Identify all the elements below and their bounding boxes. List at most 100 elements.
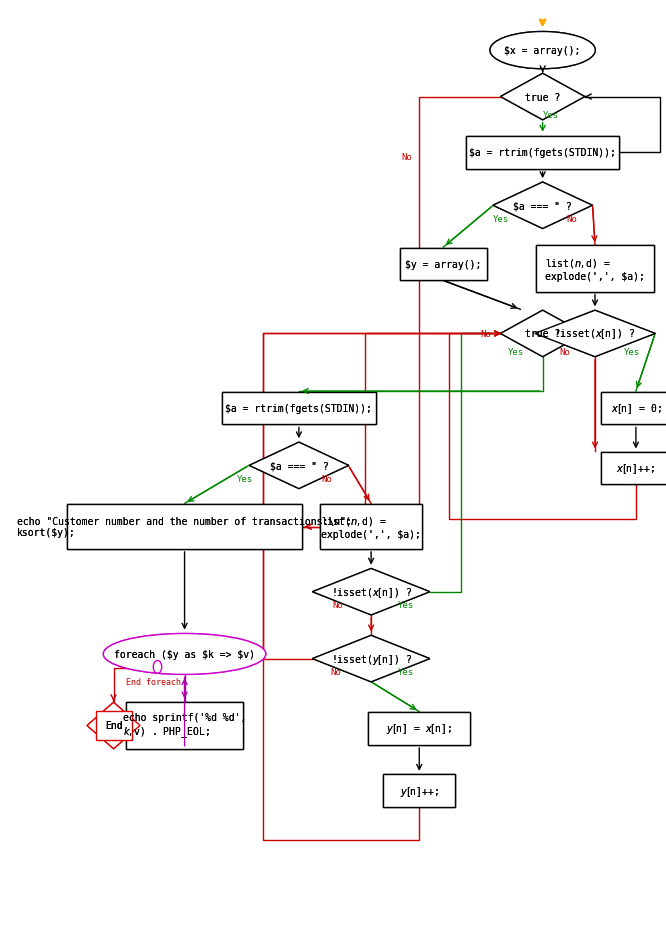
Text: $a === " ?: $a === " ? — [513, 201, 572, 211]
Text: Yes: Yes — [624, 347, 641, 356]
Text: !isset($y[$n]) ?: !isset($y[$n]) ? — [330, 651, 412, 666]
Text: No: No — [331, 667, 342, 677]
Text: $a = rtrim(fgets(STDIN));: $a = rtrim(fgets(STDIN)); — [226, 404, 372, 413]
Text: echo "Customer number and the number of transactions:\n";
ksort($y);: echo "Customer number and the number of … — [17, 516, 352, 538]
Text: true ?: true ? — [525, 329, 560, 339]
FancyBboxPatch shape — [320, 505, 422, 549]
Polygon shape — [312, 636, 430, 682]
Text: End: End — [105, 721, 123, 730]
Text: $y = array();: $y = array(); — [405, 260, 482, 269]
Text: $a = rtrim(fgets(STDIN));: $a = rtrim(fgets(STDIN)); — [226, 404, 372, 413]
Text: $x[$n]++;: $x[$n]++; — [617, 462, 655, 475]
Text: No: No — [559, 347, 570, 356]
Text: $a === " ?: $a === " ? — [513, 201, 572, 211]
Text: echo sprintf('%d %d',
$k, $v) . PHP_EOL;: echo sprintf('%d %d', $k, $v) . PHP_EOL; — [123, 713, 246, 739]
Text: Yes: Yes — [542, 110, 559, 120]
Ellipse shape — [103, 634, 266, 675]
Text: Yes: Yes — [236, 474, 253, 483]
Text: list($n, $d) =
explode(',', $a);: list($n, $d) = explode(',', $a); — [321, 515, 421, 539]
FancyBboxPatch shape — [466, 136, 619, 169]
Polygon shape — [249, 443, 348, 489]
Text: !isset($x[$n]) ?: !isset($x[$n]) ? — [330, 586, 412, 599]
Polygon shape — [87, 702, 140, 749]
Text: End foreach: End foreach — [126, 677, 180, 687]
Ellipse shape — [103, 634, 266, 675]
Text: list($n, $d) =
explode(',', $a);: list($n, $d) = explode(',', $a); — [545, 257, 645, 281]
Text: $a = rtrim(fgets(STDIN));: $a = rtrim(fgets(STDIN)); — [469, 148, 616, 158]
Polygon shape — [535, 311, 655, 357]
FancyBboxPatch shape — [95, 711, 132, 741]
Text: true ?: true ? — [525, 93, 560, 102]
Text: $a === " ?: $a === " ? — [270, 461, 328, 470]
Text: End: End — [105, 721, 123, 730]
FancyBboxPatch shape — [383, 774, 456, 806]
Text: $x = array();: $x = array(); — [504, 46, 581, 56]
FancyBboxPatch shape — [601, 453, 666, 484]
Text: $x[$n]++;: $x[$n]++; — [617, 462, 655, 475]
Text: $x[$n] = 0;: $x[$n] = 0; — [611, 402, 661, 415]
Text: true ?: true ? — [525, 329, 560, 339]
FancyBboxPatch shape — [601, 392, 666, 424]
Text: Yes: Yes — [398, 667, 414, 677]
Text: list($n, $d) =
explode(',', $a);: list($n, $d) = explode(',', $a); — [545, 257, 645, 281]
Polygon shape — [535, 311, 655, 357]
Text: !isset($x[$n]) ?: !isset($x[$n]) ? — [330, 586, 412, 599]
Polygon shape — [493, 183, 592, 229]
FancyBboxPatch shape — [126, 702, 243, 749]
Text: $x[$n] = 0;: $x[$n] = 0; — [611, 402, 661, 415]
Text: $a === " ?: $a === " ? — [270, 461, 328, 470]
FancyBboxPatch shape — [222, 392, 376, 424]
Text: $y[$n] = $x[$n];: $y[$n] = $x[$n]; — [386, 721, 452, 736]
Text: $x = array();: $x = array(); — [504, 46, 581, 56]
FancyBboxPatch shape — [67, 505, 302, 549]
Text: Yes: Yes — [398, 600, 414, 610]
Text: !isset($x[$n]) ?: !isset($x[$n]) ? — [554, 328, 635, 341]
Text: $y[$n] = $x[$n];: $y[$n] = $x[$n]; — [386, 721, 452, 736]
Polygon shape — [312, 636, 430, 682]
FancyBboxPatch shape — [536, 246, 653, 292]
FancyBboxPatch shape — [601, 392, 666, 424]
FancyBboxPatch shape — [383, 774, 456, 806]
Polygon shape — [501, 311, 585, 357]
Text: Yes: Yes — [507, 347, 523, 356]
FancyBboxPatch shape — [466, 136, 619, 169]
FancyBboxPatch shape — [400, 248, 487, 280]
Text: No: No — [402, 153, 413, 162]
Text: foreach ($y as $k => $v): foreach ($y as $k => $v) — [114, 650, 255, 659]
FancyBboxPatch shape — [536, 246, 653, 292]
Text: true ?: true ? — [525, 93, 560, 102]
FancyBboxPatch shape — [222, 392, 376, 424]
Text: No: No — [480, 329, 491, 339]
Text: Yes: Yes — [493, 214, 509, 224]
Ellipse shape — [490, 32, 595, 70]
FancyBboxPatch shape — [320, 505, 422, 549]
Polygon shape — [312, 569, 430, 615]
Polygon shape — [249, 443, 348, 489]
Text: $y[$n]++;: $y[$n]++; — [400, 783, 439, 798]
Polygon shape — [493, 183, 592, 229]
FancyBboxPatch shape — [126, 702, 243, 749]
Text: foreach ($y as $k => $v): foreach ($y as $k => $v) — [114, 650, 255, 659]
Text: echo sprintf('%d %d',
$k, $v) . PHP_EOL;: echo sprintf('%d %d', $k, $v) . PHP_EOL; — [123, 713, 246, 739]
FancyBboxPatch shape — [368, 713, 470, 744]
Text: No: No — [332, 600, 344, 610]
Polygon shape — [87, 702, 140, 749]
Ellipse shape — [490, 32, 595, 70]
Text: !isset($y[$n]) ?: !isset($y[$n]) ? — [330, 651, 412, 666]
FancyBboxPatch shape — [400, 248, 487, 280]
Polygon shape — [312, 569, 430, 615]
Text: $y[$n]++;: $y[$n]++; — [400, 783, 439, 798]
Text: No: No — [322, 474, 332, 483]
FancyBboxPatch shape — [601, 453, 666, 484]
Text: $y = array();: $y = array(); — [405, 260, 482, 269]
Text: End: End — [105, 721, 123, 730]
Text: !isset($x[$n]) ?: !isset($x[$n]) ? — [554, 328, 635, 341]
Polygon shape — [501, 74, 585, 121]
FancyBboxPatch shape — [368, 713, 470, 744]
Text: echo "Customer number and the number of transactions:\n";
ksort($y);: echo "Customer number and the number of … — [17, 516, 352, 538]
Polygon shape — [501, 311, 585, 357]
Text: $a = rtrim(fgets(STDIN));: $a = rtrim(fgets(STDIN)); — [469, 148, 616, 158]
Text: No: No — [566, 214, 577, 224]
Polygon shape — [501, 74, 585, 121]
FancyBboxPatch shape — [67, 505, 302, 549]
